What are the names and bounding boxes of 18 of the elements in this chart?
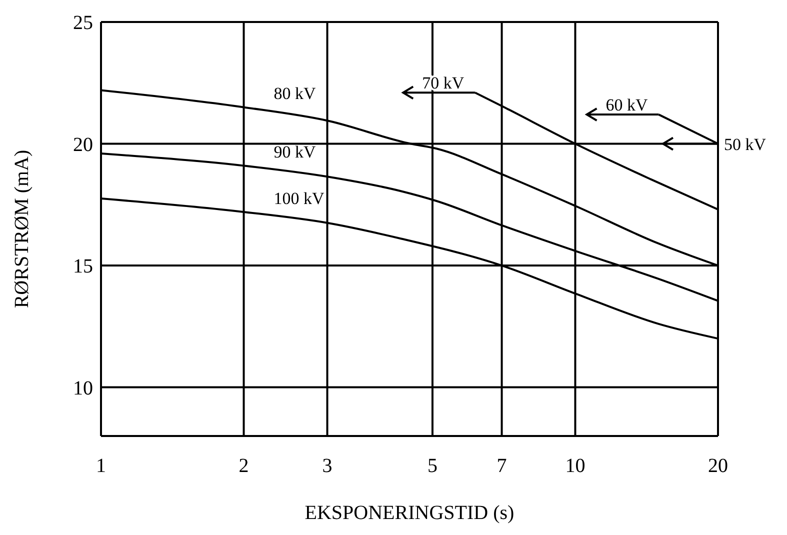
x-tick-label: 1 [96,455,106,478]
series-label: 80 kV [274,84,317,104]
x-tick-label: 3 [322,455,332,478]
series-label: 100 kV [274,188,326,208]
annotation: 50 kV [724,134,767,154]
y-tick-label: 25 [73,12,93,34]
x-tick-label: 20 [708,455,728,478]
series-label: 90 kV [274,142,317,162]
x-tick-label: 5 [427,455,438,478]
y-tick-label: 15 [73,256,93,278]
x-axis-title: EKSPONERINGSTID (s) [304,502,514,524]
y-tick-label: 10 [73,377,93,400]
x-tick-label: 2 [238,455,249,478]
legend-label: 60 kV [606,96,648,115]
y-tick-label: 20 [73,134,93,156]
y-axis-title: RØRSTRØM (mA) [11,150,34,308]
x-tick-label: 10 [565,455,586,478]
x-tick-label: 7 [496,455,507,478]
